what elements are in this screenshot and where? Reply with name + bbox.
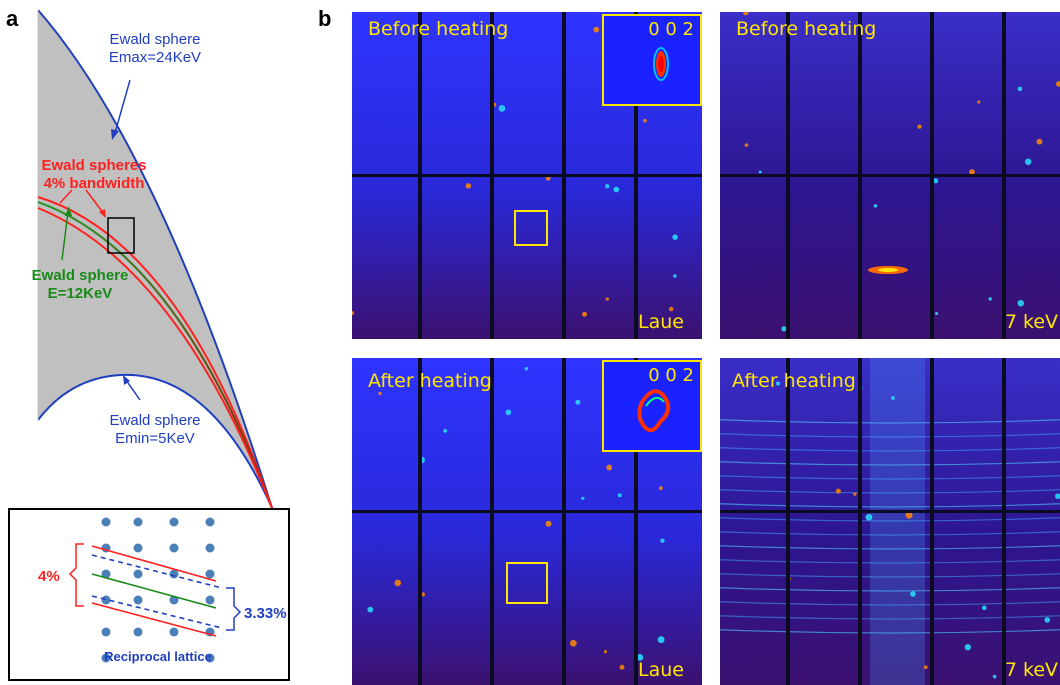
arrow-emin bbox=[125, 379, 141, 401]
inset-label-002-after: 0 0 2 bbox=[648, 365, 694, 386]
zoom-box bbox=[107, 217, 135, 254]
lattice-point bbox=[133, 569, 143, 579]
panel-a-letter: a bbox=[6, 6, 19, 31]
lattice-point bbox=[133, 543, 143, 553]
corner-7kev-after: 7 keV bbox=[1004, 659, 1058, 681]
blue-bracket bbox=[226, 587, 242, 631]
corner-laue-before: Laue bbox=[638, 311, 684, 333]
ewald-max-label-2: Emax=24KeV bbox=[109, 49, 201, 66]
ewald-mid-label-1: Ewald sphere bbox=[32, 267, 129, 284]
band-red-upper bbox=[37, 196, 273, 509]
inset-green bbox=[91, 573, 217, 609]
bandwidth-label-1: Ewald spheres bbox=[41, 157, 146, 174]
lattice-point bbox=[205, 543, 215, 553]
lattice-point bbox=[101, 595, 111, 605]
ewald-max-arc bbox=[37, 9, 273, 509]
lattice-point bbox=[133, 627, 143, 637]
lattice-point bbox=[169, 543, 179, 553]
corner-laue-after: Laue bbox=[638, 659, 684, 681]
lattice-point bbox=[169, 569, 179, 579]
label-before-heating: Before heating bbox=[368, 18, 509, 40]
ewald-min-label-1: Ewald sphere bbox=[110, 412, 201, 429]
arrow-emin-head bbox=[123, 375, 130, 385]
label-before-heating-7kev: Before heating bbox=[736, 18, 877, 40]
bandwidth-label-2: 4% bandwidth bbox=[44, 175, 145, 192]
inset-blue-upper bbox=[91, 554, 223, 589]
arrow-emax-head bbox=[111, 129, 119, 140]
lattice-point bbox=[205, 569, 215, 579]
corner-7kev-before: 7 keV bbox=[1004, 311, 1058, 333]
lattice-point bbox=[101, 653, 111, 663]
inset-red-lower bbox=[91, 602, 217, 637]
lattice-point bbox=[169, 517, 179, 527]
red-bracket bbox=[68, 543, 84, 607]
ewald-min-arc bbox=[37, 373, 273, 509]
detector-bottom-left: After heating 0 0 2 Laue bbox=[352, 358, 702, 685]
band-red-lower bbox=[37, 207, 273, 509]
lattice-point bbox=[205, 595, 215, 605]
lattice-point bbox=[205, 653, 215, 663]
lattice-point bbox=[169, 627, 179, 637]
ewald-max-label-1: Ewald sphere bbox=[110, 31, 201, 48]
inset-red-upper bbox=[91, 545, 217, 582]
arrow-band-2 bbox=[85, 189, 105, 215]
inset-red-label: 4% bbox=[38, 568, 60, 585]
box-002-after bbox=[506, 562, 548, 604]
inset-002-after: 0 0 2 bbox=[602, 360, 702, 452]
inset-blue-label: 3.33% bbox=[244, 605, 287, 622]
arrow-mid bbox=[61, 211, 69, 261]
arrow-emax bbox=[114, 79, 131, 134]
lattice-point bbox=[133, 595, 143, 605]
band-green-mid bbox=[37, 200, 274, 509]
label-after-heating-7kev: After heating bbox=[732, 370, 856, 392]
label-after-heating: After heating bbox=[368, 370, 492, 392]
lattice-point bbox=[133, 517, 143, 527]
arrow-band-2-head bbox=[99, 209, 106, 218]
arrow-mid-head bbox=[65, 206, 72, 216]
ewald-min-label-2: Emin=5KeV bbox=[115, 430, 195, 447]
box-002-before bbox=[514, 210, 548, 246]
lattice-dots bbox=[101, 517, 215, 663]
ewald-diagram: Ewald sphere Emax=24KeV Ewald spheres 4%… bbox=[32, 9, 274, 509]
reciprocal-lattice-inset: 4% 3.33% Reciprocal lattice bbox=[8, 508, 290, 681]
panel-b-letter: b bbox=[318, 6, 332, 31]
detector-top-left: Before heating 0 0 2 Laue bbox=[352, 12, 702, 339]
arrow-band-1 bbox=[59, 189, 73, 204]
detector-top-right: Before heating 7 keV bbox=[720, 12, 1060, 339]
lattice-point bbox=[101, 517, 111, 527]
inset-caption: Reciprocal lattice bbox=[104, 649, 212, 664]
inset-label-002-before: 0 0 2 bbox=[648, 19, 694, 40]
inset-blue-lower bbox=[91, 595, 223, 629]
detector-bottom-right: After heating 7 keV bbox=[720, 358, 1060, 685]
inset-002-before: 0 0 2 bbox=[602, 14, 702, 106]
ewald-mid-label-2: E=12KeV bbox=[48, 285, 113, 302]
lattice-point bbox=[101, 627, 111, 637]
lattice-point bbox=[205, 517, 215, 527]
lattice-point bbox=[101, 569, 111, 579]
